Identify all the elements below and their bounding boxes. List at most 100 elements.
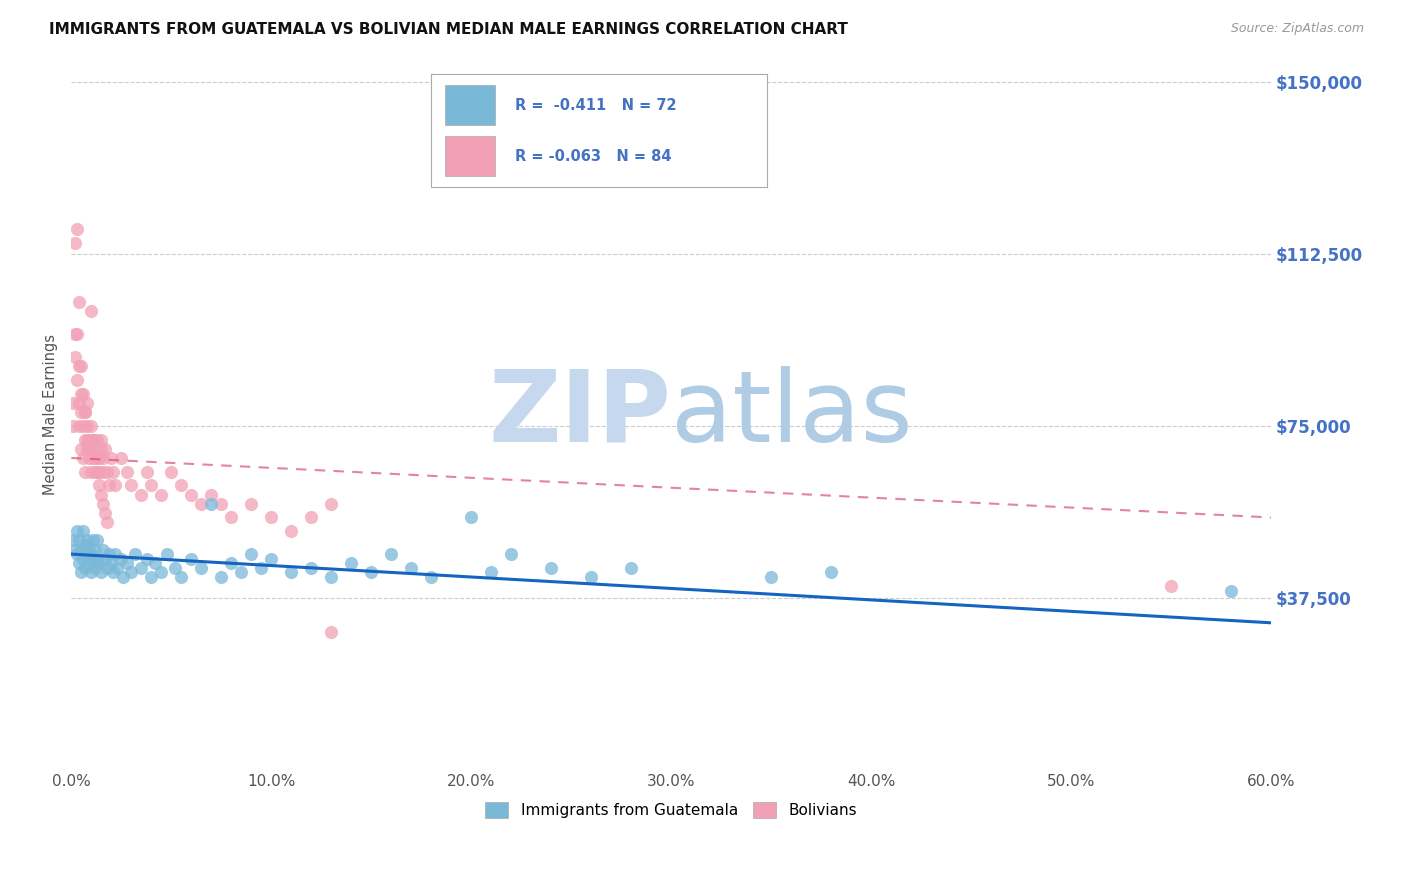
- Point: [80, 465, 103, 479]
- Point: [65, 327, 87, 342]
- Point: [321, 624, 343, 639]
- Point: [70, 387, 93, 401]
- Point: [260, 510, 283, 524]
- Point: [72, 551, 94, 566]
- Point: [89, 450, 111, 465]
- Point: [76, 396, 98, 410]
- Point: [72, 524, 94, 539]
- Point: [103, 566, 125, 580]
- Text: ZIP: ZIP: [488, 366, 671, 463]
- Point: [80, 547, 103, 561]
- Text: Source: ZipAtlas.com: Source: ZipAtlas.com: [1230, 22, 1364, 36]
- Point: [240, 547, 263, 561]
- Text: atlas: atlas: [671, 366, 912, 463]
- Point: [84, 561, 107, 575]
- Point: [219, 556, 242, 570]
- Point: [67, 418, 90, 433]
- Y-axis label: Median Male Earnings: Median Male Earnings: [44, 334, 58, 495]
- Point: [67, 295, 90, 310]
- Point: [479, 566, 502, 580]
- Point: [299, 510, 322, 524]
- Point: [84, 450, 107, 465]
- Point: [540, 561, 562, 575]
- Point: [1219, 583, 1241, 598]
- Point: [80, 304, 103, 318]
- Point: [67, 533, 90, 548]
- Point: [231, 566, 253, 580]
- Point: [170, 478, 193, 492]
- Point: [72, 387, 94, 401]
- Point: [120, 566, 142, 580]
- Point: [120, 478, 142, 492]
- Point: [96, 515, 118, 529]
- Point: [82, 551, 104, 566]
- Point: [79, 556, 101, 570]
- Point: [129, 561, 152, 575]
- Point: [62, 418, 84, 433]
- Point: [165, 561, 187, 575]
- Point: [399, 561, 422, 575]
- Point: [79, 450, 101, 465]
- Point: [90, 433, 112, 447]
- Point: [65, 542, 87, 557]
- Point: [280, 566, 302, 580]
- Point: [89, 478, 111, 492]
- Point: [117, 556, 139, 570]
- Point: [579, 570, 602, 584]
- Point: [150, 487, 173, 501]
- Point: [86, 450, 108, 465]
- Point: [91, 465, 114, 479]
- Point: [190, 561, 212, 575]
- Point: [209, 497, 232, 511]
- Point: [143, 556, 166, 570]
- Point: [86, 533, 108, 548]
- Point: [96, 465, 118, 479]
- Point: [180, 487, 202, 501]
- Point: [156, 547, 179, 561]
- Point: [98, 547, 121, 561]
- Point: [67, 359, 90, 374]
- Point: [321, 570, 343, 584]
- Point: [420, 570, 443, 584]
- Point: [280, 524, 302, 539]
- Point: [66, 327, 89, 342]
- Point: [299, 561, 322, 575]
- Point: [65, 350, 87, 364]
- Point: [70, 566, 93, 580]
- Point: [340, 556, 363, 570]
- Point: [86, 465, 108, 479]
- Point: [103, 465, 125, 479]
- Point: [70, 542, 93, 557]
- Point: [89, 556, 111, 570]
- Point: [62, 396, 84, 410]
- Point: [820, 566, 842, 580]
- Point: [79, 542, 101, 557]
- Point: [170, 570, 193, 584]
- Point: [190, 497, 212, 511]
- Point: [620, 561, 643, 575]
- Point: [100, 450, 122, 465]
- Point: [94, 506, 117, 520]
- Point: [100, 556, 122, 570]
- Point: [82, 450, 104, 465]
- Point: [80, 566, 103, 580]
- Point: [76, 433, 98, 447]
- Point: [72, 450, 94, 465]
- Point: [104, 547, 127, 561]
- Point: [76, 547, 98, 561]
- Point: [136, 465, 159, 479]
- Point: [79, 442, 101, 456]
- Point: [200, 497, 222, 511]
- Point: [82, 433, 104, 447]
- Point: [86, 433, 108, 447]
- Point: [62, 533, 84, 548]
- Point: [70, 359, 93, 374]
- Point: [84, 465, 107, 479]
- Text: IMMIGRANTS FROM GUATEMALA VS BOLIVIAN MEDIAN MALE EARNINGS CORRELATION CHART: IMMIGRANTS FROM GUATEMALA VS BOLIVIAN ME…: [49, 22, 848, 37]
- Point: [66, 373, 89, 387]
- Point: [110, 551, 132, 566]
- Point: [136, 551, 159, 566]
- Point: [80, 442, 103, 456]
- Point: [250, 561, 273, 575]
- Point: [66, 524, 89, 539]
